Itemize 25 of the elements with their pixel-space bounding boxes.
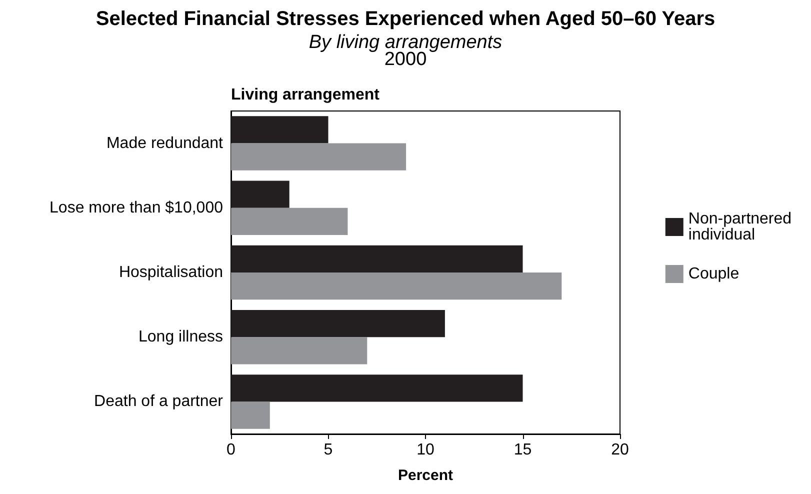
y-tick-label: Made redundant	[106, 134, 224, 152]
bar	[231, 116, 328, 144]
bar	[231, 310, 445, 338]
x-tick-label: 20	[611, 442, 629, 458]
x-tick-label: 15	[514, 442, 532, 458]
bar	[231, 337, 368, 364]
y-tick-label: Death of a partner	[94, 393, 224, 410]
bar	[231, 208, 348, 236]
x-tick-label: 5	[324, 442, 333, 458]
y-tick-label: Lose more than $10,000	[50, 199, 224, 216]
x-axis-title: Percent	[398, 467, 454, 484]
bar	[231, 143, 406, 170]
bar	[231, 374, 523, 402]
bar	[231, 272, 562, 300]
y-axis-title: Living arrangement	[231, 86, 380, 104]
x-tick-label: 0	[226, 442, 236, 458]
y-tick-label: Long illness	[138, 328, 223, 346]
chart-title: Selected Financial Stresses Experienced when Aged 50–60 Years	[96, 8, 716, 30]
legend-label: Couple	[688, 266, 740, 282]
bar	[231, 245, 523, 272]
legend-label: Non-partnered individual	[688, 210, 796, 244]
bar	[231, 180, 290, 208]
x-tick-label: 10	[416, 442, 434, 458]
bar	[231, 402, 270, 429]
y-tick-label: Hospitalisation	[118, 264, 223, 281]
